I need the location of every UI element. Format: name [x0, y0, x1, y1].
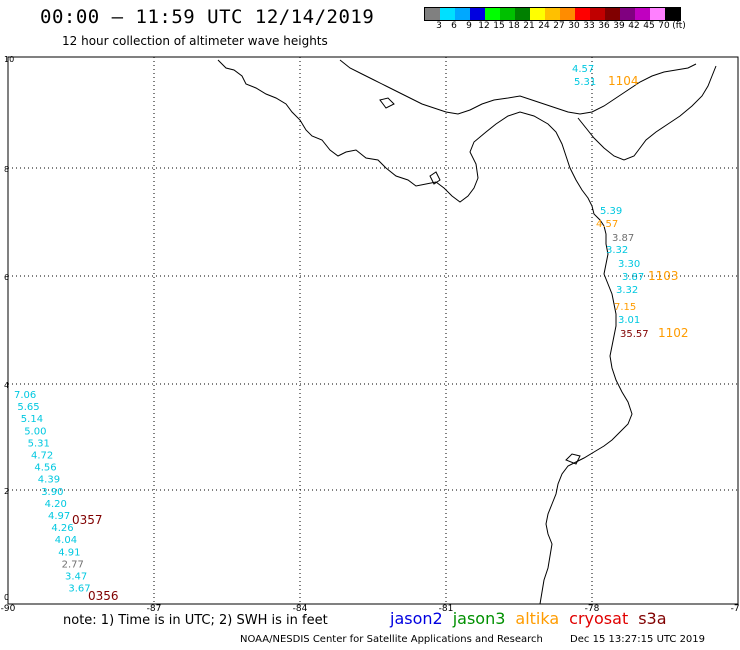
- wave-height-label: 5.39: [600, 206, 622, 217]
- scale-label: 45: [643, 21, 655, 31]
- satellite-s3a: s3a: [638, 609, 667, 628]
- satellite-altika: altika: [515, 609, 560, 628]
- y-tick-label: 8: [4, 165, 9, 174]
- wave-height-label: 7.15: [614, 302, 636, 313]
- wave-height-label: 4.26: [51, 523, 73, 534]
- wave-height-label: 4.39: [38, 475, 60, 486]
- satellite-jason2: jason2: [390, 609, 443, 628]
- footer-date: Dec 15 13:27:15 UTC 2019: [570, 634, 706, 645]
- wave-height-label: 4.91: [58, 547, 80, 558]
- scale-swatch: [470, 8, 485, 20]
- wave-height-label: 5.14: [21, 414, 43, 425]
- scale-swatch: [560, 8, 575, 20]
- wave-height-label: 4.57: [572, 64, 594, 75]
- scale-label: 15: [493, 21, 505, 31]
- scale-label: 12: [478, 21, 490, 31]
- scale-swatch: [500, 8, 515, 20]
- wave-height-label: 4.56: [34, 463, 56, 474]
- x-tick-label: -75: [731, 604, 740, 614]
- wave-height-label: 3.01: [618, 315, 640, 326]
- scale-swatch: [440, 8, 455, 20]
- scale-label: 6: [451, 21, 457, 31]
- chart-title: 00:00 – 11:59 UTC 12/14/2019: [40, 6, 375, 28]
- scale-label: (ft): [672, 21, 686, 31]
- track-time-label: 1104: [608, 74, 639, 88]
- track-time-label: 1102: [658, 326, 689, 340]
- satellite-cryosat: cryosat: [569, 609, 629, 628]
- x-tick-label: -90: [1, 604, 16, 614]
- y-tick-label: 2: [4, 487, 9, 496]
- units-note: note: 1) Time is in UTC; 2) SWH is in fe…: [63, 613, 328, 628]
- satellite-jason3: jason3: [452, 609, 506, 628]
- wave-height-label: 3.47: [65, 572, 87, 583]
- wave-height-label: 5.31: [28, 438, 50, 449]
- scale-swatch: [515, 8, 530, 20]
- y-tick-label: 0: [4, 593, 9, 602]
- wave-height-label: 3.87: [612, 233, 634, 244]
- track-time-label: 0357: [72, 513, 103, 527]
- x-tick-label: -87: [147, 604, 162, 614]
- scale-label: 27: [553, 21, 565, 31]
- wave-height-label: 3.87: [622, 272, 644, 283]
- satellite-legend: jason2 jason3 altika cryosat s3a: [390, 609, 677, 628]
- x-tick-label: -78: [585, 604, 600, 614]
- scale-label: 18: [508, 21, 520, 31]
- wave-height-label: 4.97: [48, 511, 70, 522]
- y-tick-label: 6: [4, 273, 9, 282]
- scale-swatch: [605, 8, 620, 20]
- wave-height-label: 4.72: [31, 451, 53, 462]
- scale-swatch: [455, 8, 470, 20]
- color-scale-bar: [424, 7, 681, 21]
- wave-height-label: 7.06: [14, 390, 36, 401]
- scale-swatch: [590, 8, 605, 20]
- wave-height-label: 5.65: [17, 402, 39, 413]
- wave-height-label: 2.77: [62, 559, 84, 570]
- scale-swatch: [485, 8, 500, 20]
- scale-label: 24: [538, 21, 550, 31]
- wave-height-label: 4.57: [596, 219, 618, 230]
- wave-height-label: 3.30: [618, 259, 640, 270]
- y-tick-label: 4: [4, 381, 9, 390]
- scale-label: 70: [658, 21, 670, 31]
- wave-height-labels: 4.575.31 11045.394.573.873.323.303.873.32…: [14, 64, 689, 603]
- scale-swatch: [575, 8, 590, 20]
- footer-agency: NOAA/NESDIS Center for Satellite Applica…: [240, 634, 543, 645]
- wave-height-label: 3.90: [41, 487, 63, 498]
- wave-height-label: 4.20: [45, 499, 67, 510]
- track-time-label: 0356: [88, 589, 119, 603]
- x-tick-label: -84: [293, 604, 308, 614]
- footer: NOAA/NESDIS Center for Satellite Applica…: [240, 634, 705, 645]
- wave-height-label: 4.04: [55, 535, 77, 546]
- scale-swatch: [665, 8, 680, 20]
- coastline: [217, 59, 717, 605]
- scale-swatch: [425, 8, 440, 20]
- wave-height-label: 3.32: [606, 245, 628, 256]
- scale-label: 9: [466, 21, 472, 31]
- wave-height-label: 3.67: [68, 584, 90, 595]
- scale-swatch: [650, 8, 665, 20]
- scale-label: 21: [523, 21, 535, 31]
- x-tick-label: -81: [439, 604, 454, 614]
- scale-swatch: [530, 8, 545, 20]
- grid-lines: -90 -87 -84 -81 -78 -75 0 2 4 6 8 10: [1, 55, 740, 614]
- scale-label: 39: [613, 21, 625, 31]
- scale-label: 36: [598, 21, 610, 31]
- wave-height-label: 5.31: [574, 77, 596, 88]
- scale-swatch: [635, 8, 650, 20]
- wave-height-label: 5.00: [24, 426, 46, 437]
- scale-label: 42: [628, 21, 640, 31]
- scale-swatch: [545, 8, 560, 20]
- y-tick-label: 10: [4, 55, 14, 64]
- map-frame: [7, 56, 739, 605]
- scale-label: 30: [568, 21, 580, 31]
- scale-label: 3: [436, 21, 442, 31]
- wave-height-label: 3.32: [616, 285, 638, 296]
- wave-height-label: 35.57: [620, 329, 649, 340]
- scale-swatch: [620, 8, 635, 20]
- chart-subtitle: 12 hour collection of altimeter wave hei…: [62, 34, 328, 48]
- track-time-label: 1103: [648, 269, 679, 283]
- scale-label: 33: [583, 21, 595, 31]
